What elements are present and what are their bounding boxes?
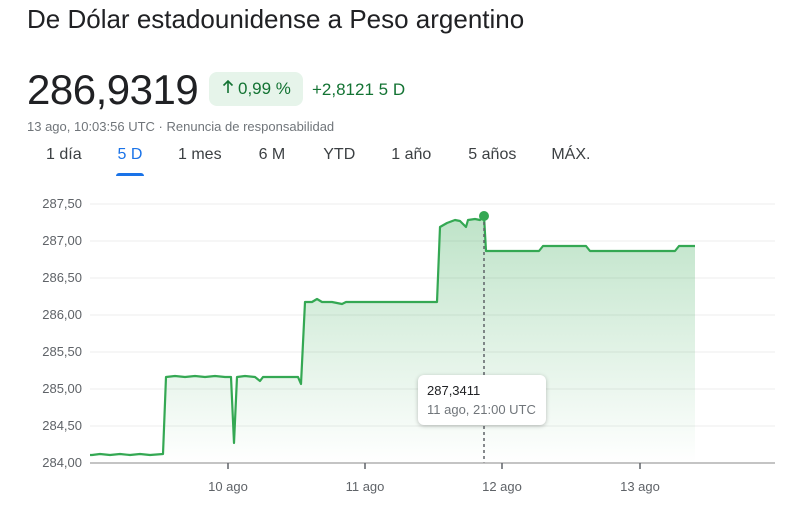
y-axis-labels: 287,50 287,00 286,50 286,00 285,50 285,0…	[42, 196, 82, 470]
y-tick-label: 284,50	[42, 418, 82, 433]
tab-ytd[interactable]: YTD	[323, 146, 356, 163]
tooltip-time: 11 ago, 21:00 UTC	[427, 402, 536, 417]
change-period: 5 D	[378, 80, 406, 99]
range-tabs: 1 día 5 D 1 mes 6 M YTD 1 año 5 años MÁX…	[30, 146, 590, 176]
y-tick-label: 287,00	[42, 233, 82, 248]
separator: ·	[154, 119, 167, 134]
x-tick-label: 11 ago	[346, 479, 385, 494]
page-title: De Dólar estadounidense a Peso argentino	[27, 4, 525, 34]
x-tick-label: 12 ago	[482, 479, 522, 494]
absolute-change: +2,8121 5 D	[312, 80, 405, 100]
tab-6-months[interactable]: 6 M	[258, 146, 286, 163]
y-tick-label: 286,50	[42, 270, 82, 285]
tab-max[interactable]: MÁX.	[551, 146, 591, 163]
percent-change-value: 0,99 %	[238, 79, 291, 98]
x-axis-labels: 10 ago 11 ago 12 ago 13 ago	[208, 479, 660, 494]
tab-5-days[interactable]: 5 D	[116, 146, 144, 176]
tab-1-year[interactable]: 1 año	[391, 146, 432, 163]
tooltip-value: 287,3411	[427, 383, 481, 398]
arrow-up-icon	[221, 79, 235, 99]
tab-1-month[interactable]: 1 mes	[178, 146, 222, 163]
x-tick-label: 13 ago	[620, 479, 660, 494]
timestamp-line: 13 ago, 10:03:56 UTC · Renuncia de respo…	[27, 119, 334, 134]
absolute-change-value: +2,8121	[312, 80, 374, 99]
x-axis-ticks	[227, 463, 641, 469]
disclaimer-link[interactable]: Renuncia de responsabilidad	[166, 119, 335, 134]
y-tick-label: 285,50	[42, 344, 82, 359]
y-tick-label: 286,00	[42, 307, 82, 322]
price-line	[90, 214, 695, 457]
y-tick-label: 285,00	[42, 381, 82, 396]
percent-change-badge: 0,99 %	[209, 72, 303, 106]
y-tick-label: 287,50	[42, 196, 82, 211]
timestamp: 13 ago, 10:03:56 UTC	[27, 119, 155, 134]
tab-5-years[interactable]: 5 años	[468, 146, 517, 163]
area-fill	[90, 216, 695, 463]
y-tick-label: 284,00	[42, 455, 82, 470]
tab-1-day[interactable]: 1 día	[46, 146, 82, 163]
hover-point	[479, 211, 489, 221]
x-tick-label: 10 ago	[208, 479, 248, 494]
price-chart[interactable]: 287,50 287,00 286,50 286,00 285,50 285,0…	[0, 180, 800, 507]
current-price: 286,9319	[27, 66, 199, 113]
chart-tooltip: 287,3411 11 ago, 21:00 UTC	[418, 375, 546, 425]
